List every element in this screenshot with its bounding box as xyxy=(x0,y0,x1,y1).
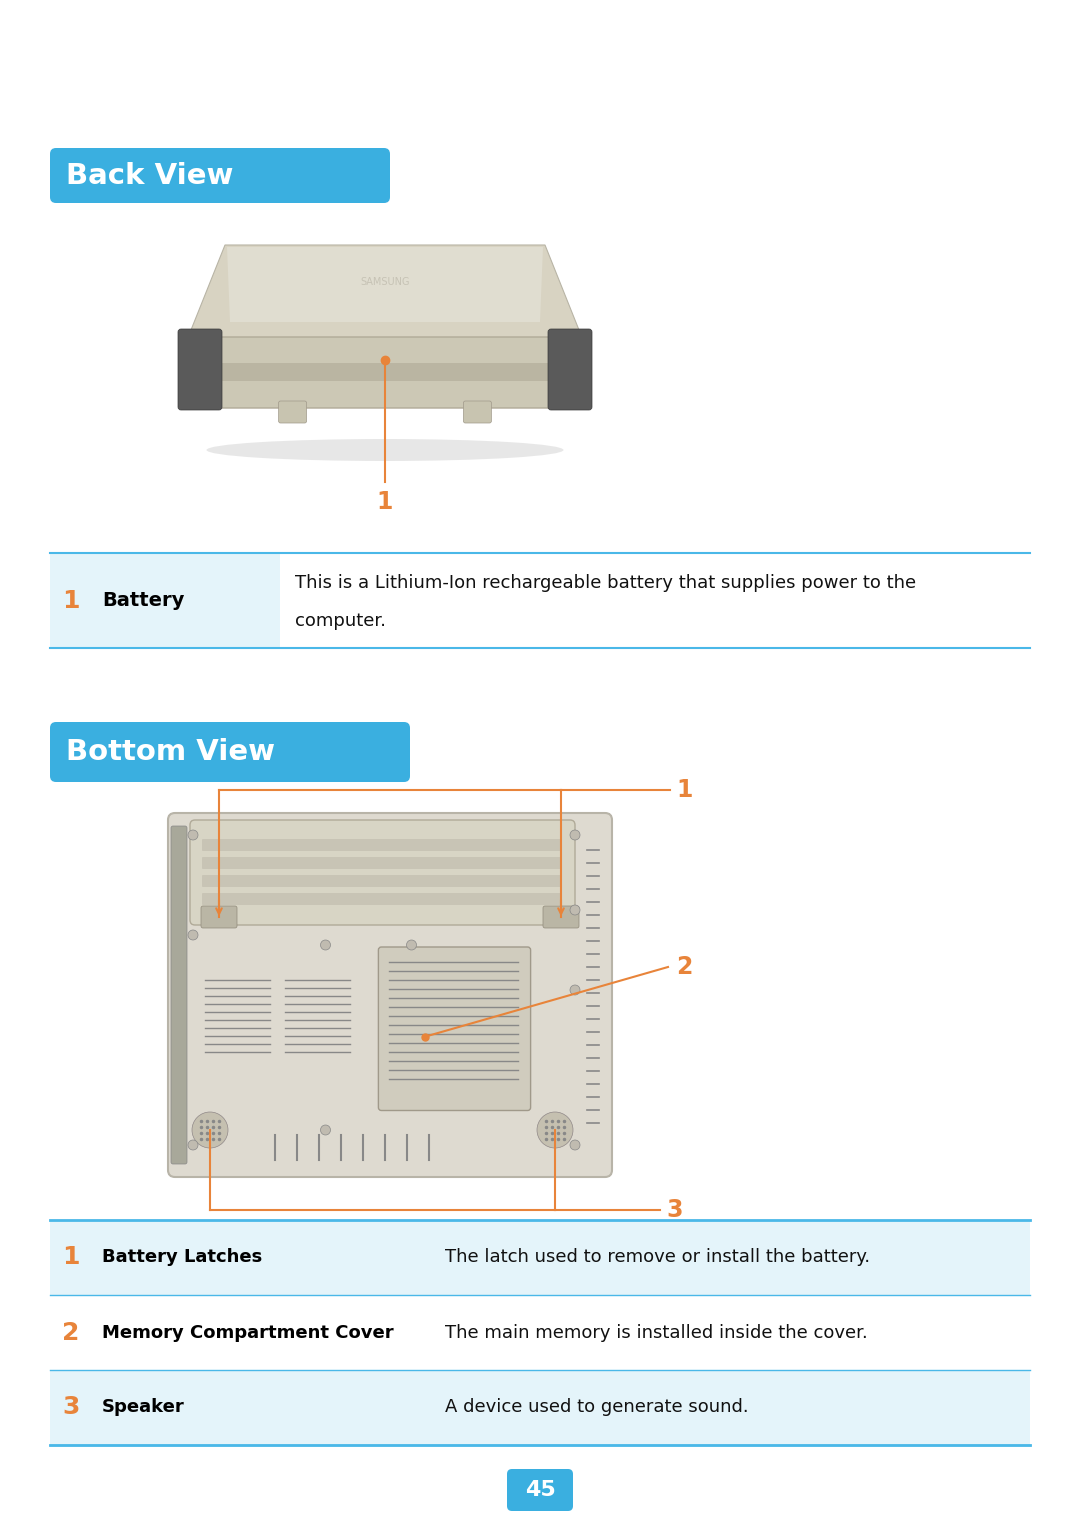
FancyBboxPatch shape xyxy=(190,820,575,925)
Circle shape xyxy=(321,1124,330,1135)
Text: 45: 45 xyxy=(525,1480,555,1500)
Text: 1: 1 xyxy=(377,490,393,515)
Text: 1: 1 xyxy=(62,1246,80,1270)
Text: Speaker: Speaker xyxy=(102,1399,185,1417)
Text: 3: 3 xyxy=(666,1198,683,1223)
FancyBboxPatch shape xyxy=(178,329,222,411)
FancyBboxPatch shape xyxy=(201,905,237,928)
FancyBboxPatch shape xyxy=(202,856,562,869)
FancyBboxPatch shape xyxy=(507,1469,573,1511)
Circle shape xyxy=(570,830,580,840)
Text: 1: 1 xyxy=(62,588,80,613)
Text: The latch used to remove or install the battery.: The latch used to remove or install the … xyxy=(445,1249,870,1267)
Text: The main memory is installed inside the cover.: The main memory is installed inside the … xyxy=(445,1324,867,1342)
FancyBboxPatch shape xyxy=(50,149,390,204)
Polygon shape xyxy=(227,247,543,322)
Text: Back View: Back View xyxy=(66,161,233,190)
Circle shape xyxy=(537,1112,573,1147)
Polygon shape xyxy=(183,245,588,349)
Text: Battery: Battery xyxy=(102,591,185,610)
Text: Memory Compartment Cover: Memory Compartment Cover xyxy=(102,1324,393,1342)
Circle shape xyxy=(570,1140,580,1151)
Text: 1: 1 xyxy=(676,778,692,801)
FancyBboxPatch shape xyxy=(202,875,562,887)
Text: A device used to generate sound.: A device used to generate sound. xyxy=(445,1399,748,1417)
Bar xyxy=(50,1295,1030,1370)
Text: 3: 3 xyxy=(62,1396,79,1420)
Circle shape xyxy=(192,1112,228,1147)
Circle shape xyxy=(188,1140,198,1151)
FancyBboxPatch shape xyxy=(202,840,562,850)
Text: computer.: computer. xyxy=(295,613,386,630)
Bar xyxy=(50,553,280,648)
Circle shape xyxy=(321,941,330,950)
Circle shape xyxy=(188,930,198,941)
FancyBboxPatch shape xyxy=(202,893,562,905)
FancyBboxPatch shape xyxy=(171,826,187,1164)
Circle shape xyxy=(406,941,417,950)
FancyBboxPatch shape xyxy=(168,813,612,1177)
Bar xyxy=(183,363,588,381)
Text: 2: 2 xyxy=(676,954,692,979)
Text: This is a Lithium-Ion rechargeable battery that supplies power to the: This is a Lithium-Ion rechargeable batte… xyxy=(295,574,916,593)
FancyBboxPatch shape xyxy=(463,401,491,423)
FancyBboxPatch shape xyxy=(543,905,579,928)
Text: SAMSUNG: SAMSUNG xyxy=(361,277,409,286)
Text: Battery Latches: Battery Latches xyxy=(102,1249,262,1267)
Bar xyxy=(50,1370,1030,1445)
FancyBboxPatch shape xyxy=(548,329,592,411)
Circle shape xyxy=(570,985,580,994)
Circle shape xyxy=(570,905,580,915)
FancyBboxPatch shape xyxy=(180,337,590,408)
Text: Bottom View: Bottom View xyxy=(66,738,275,766)
FancyBboxPatch shape xyxy=(279,401,307,423)
Ellipse shape xyxy=(206,440,564,461)
Bar xyxy=(50,1219,1030,1295)
Circle shape xyxy=(188,830,198,840)
FancyBboxPatch shape xyxy=(378,947,530,1111)
Text: 2: 2 xyxy=(62,1321,79,1345)
FancyBboxPatch shape xyxy=(50,722,410,781)
